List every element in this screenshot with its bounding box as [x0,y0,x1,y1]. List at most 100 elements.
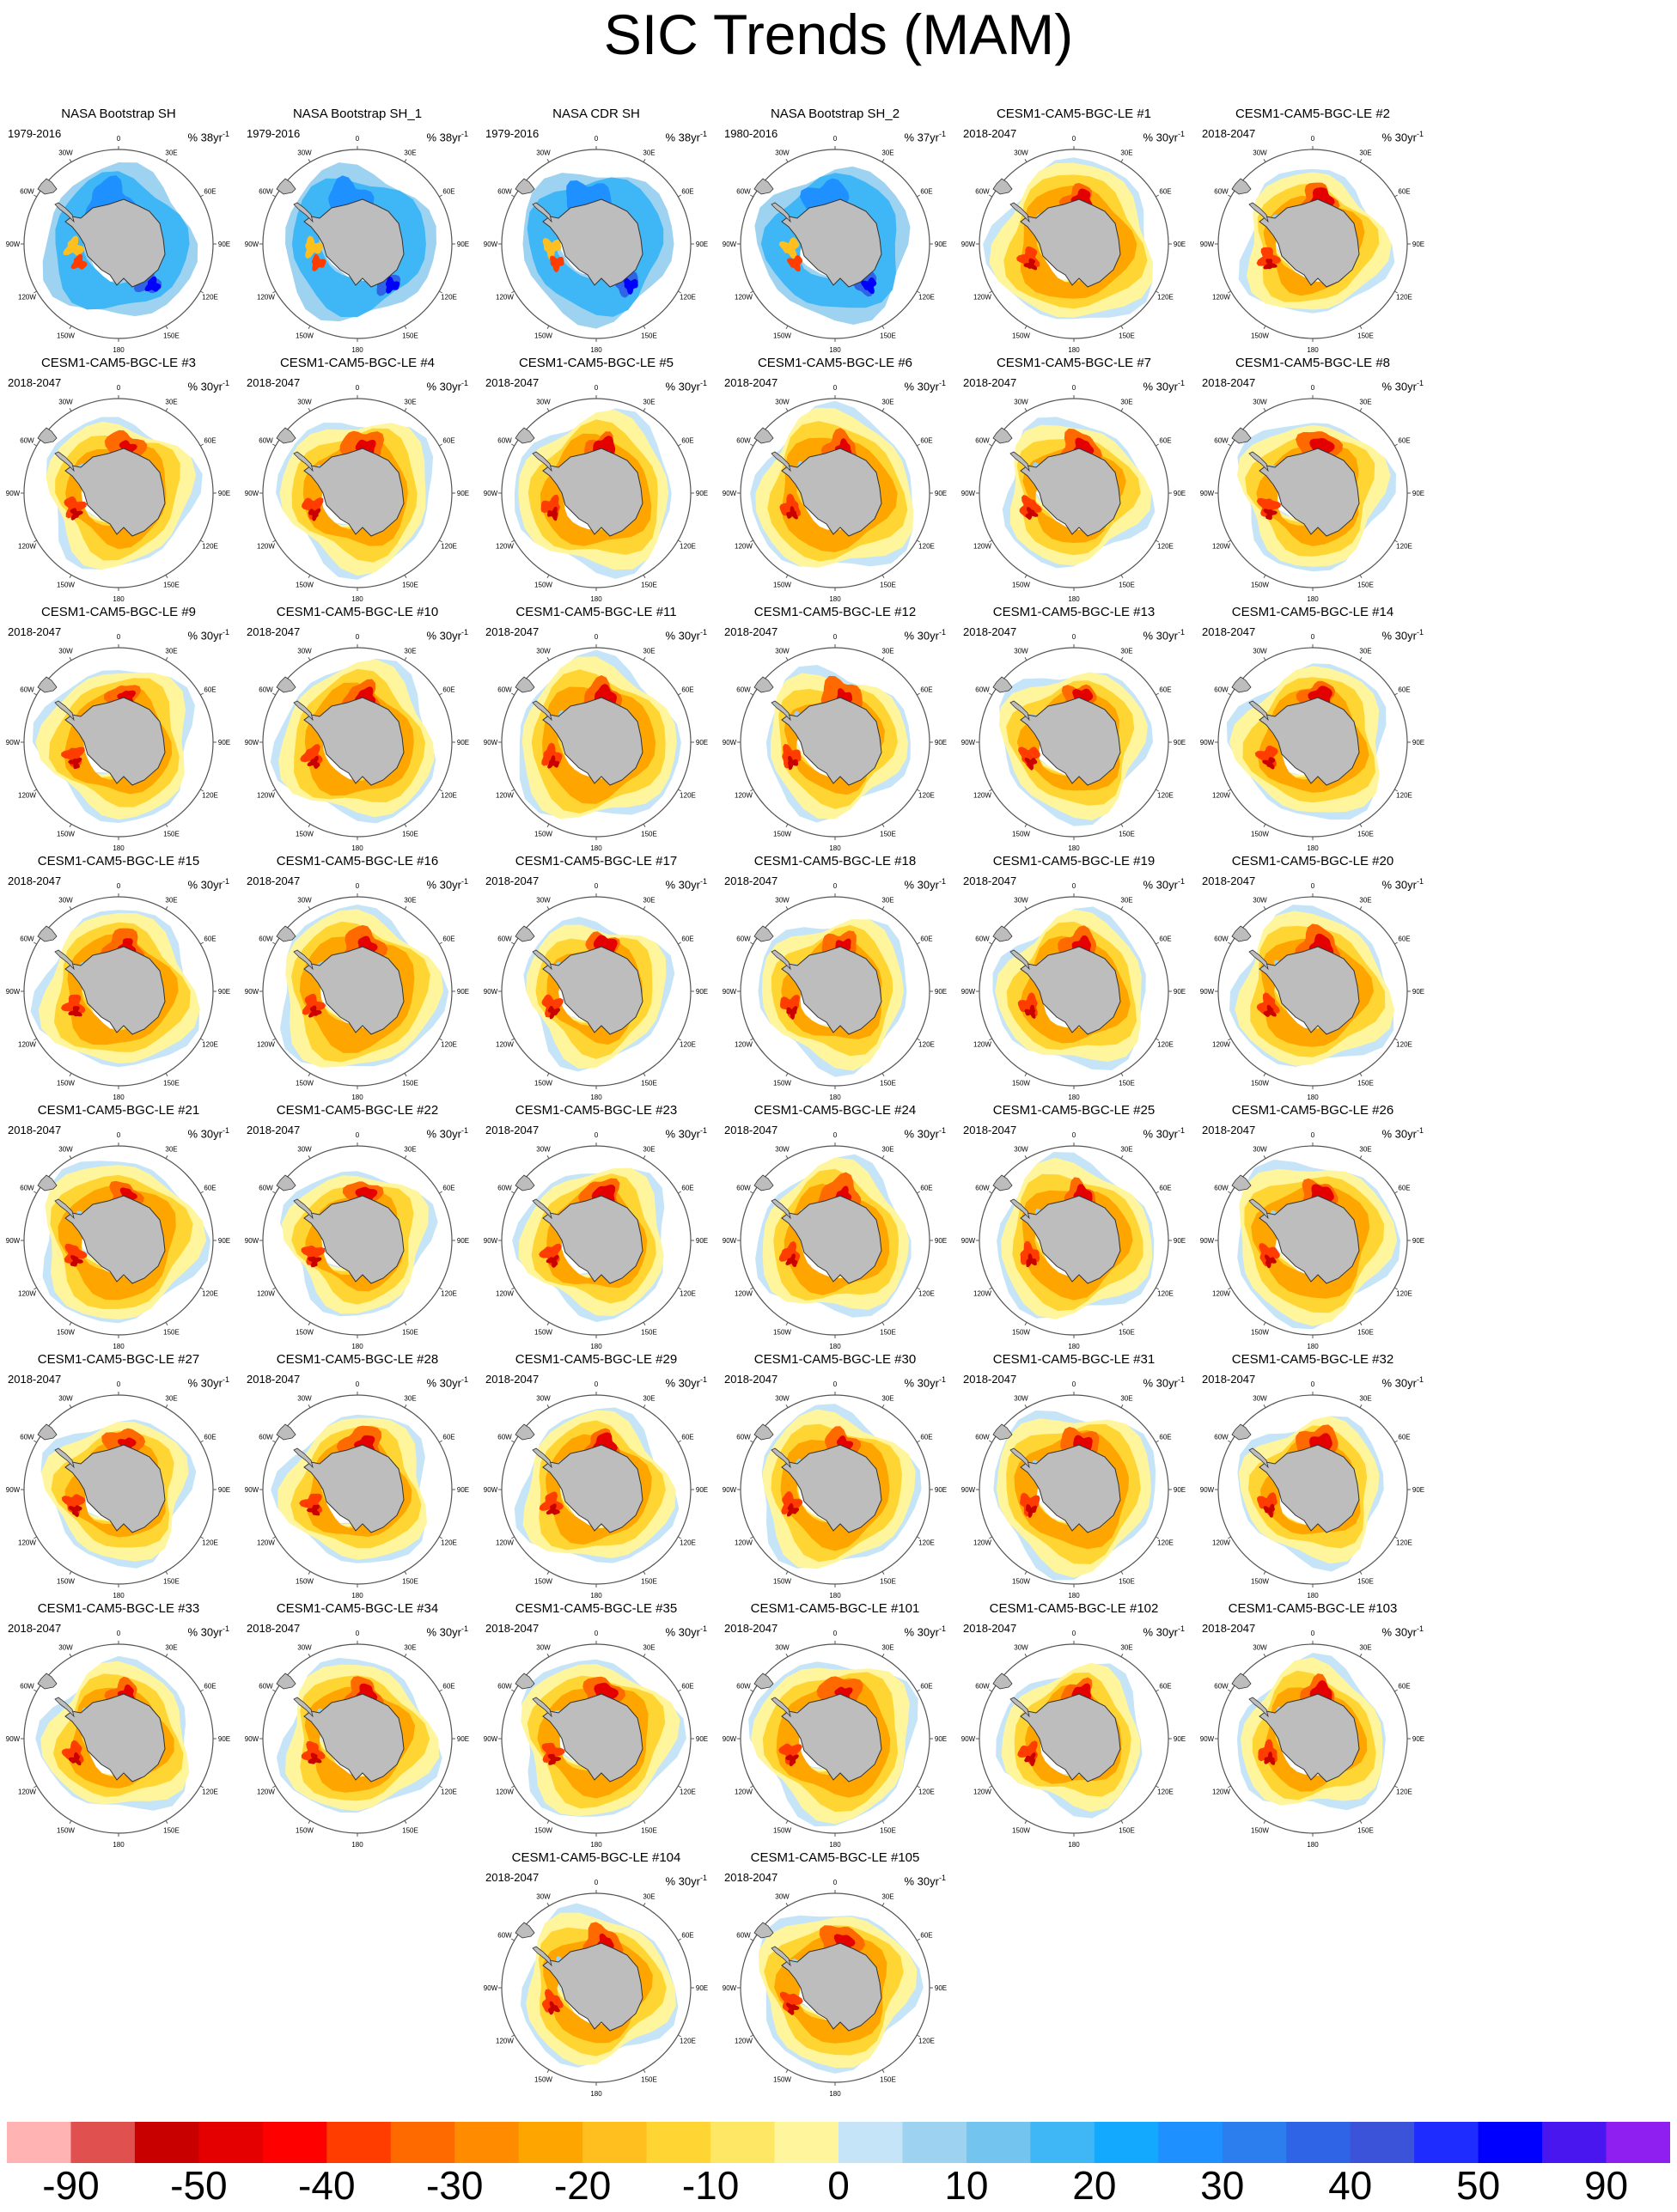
lon-label: 60E [1398,686,1410,694]
lon-label: 180 [1307,1343,1319,1350]
lon-label: 120W [257,1290,275,1298]
lon-label: 0 [1072,882,1076,890]
lon-label: 60W [259,437,273,445]
lon-label: 30E [1359,398,1371,405]
lon-label: 180 [113,1094,125,1101]
lon-label: 60E [204,1683,216,1691]
panel-units: % 38yr-1 [665,130,707,144]
lon-label: 60W [497,1683,512,1691]
colorbar-tick-label: 90 [1583,2163,1629,2208]
antarctica-landmass [542,1942,643,2032]
lon-label: 30W [1014,1394,1028,1402]
lon-label: 60E [920,1434,932,1441]
lon-label: 180 [351,844,363,852]
panel-units: % 30yr-1 [1143,1126,1185,1141]
lon-label: 150W [534,1827,552,1835]
lon-tick [917,941,920,945]
antarctica-landmass [1020,1444,1121,1533]
lon-tick [750,290,753,294]
lon-tick [917,789,920,792]
lon-tick [511,194,515,198]
map-panel: CESM1-CAM5-BGC-LE #13 2018-2047 % 30yr-1 0 3… [954,605,1193,854]
lon-label: 0 [1311,1131,1315,1139]
lon-tick [165,159,168,162]
panel-units: % 30yr-1 [187,1126,229,1141]
map-panel: NASA Bootstrap SH_1 1979-2016 % 38yr-1 0 30E… [238,107,477,356]
polar-map: 0 30E 60E 90E 120E 150E 180 150W 120W 90W 60W 30W [484,1630,708,1849]
lon-label: 90E [696,988,708,996]
lon-tick [1359,1405,1363,1408]
south-america-tip [1231,178,1252,195]
lon-tick [1263,657,1266,661]
polar-map: 0 30E 60E 90E 120E 150E 180 150W 120W 90W 60W 30W [1200,1131,1424,1350]
lon-label: 30W [536,647,551,655]
lon-tick [511,1287,515,1290]
lon-label: 0 [117,135,121,143]
lon-label: 60W [259,686,273,694]
panel-period: 2018-2047 [485,625,540,638]
lon-label: 150E [402,1329,418,1337]
map-panel: CESM1-CAM5-BGC-LE #22 2018-2047 % 30yr-1 0 3… [238,1103,477,1352]
lon-tick [785,1820,789,1824]
trend-region [1256,992,1280,1015]
lon-label: 120E [1157,543,1174,551]
lon-tick [643,657,646,661]
colorbar-swatch [1222,2122,1287,2163]
lon-tick [1156,789,1159,792]
lon-label: 120E [1396,294,1412,302]
south-america-tip [753,925,774,942]
lon-tick [1024,408,1028,411]
lon-label: 90E [1174,1486,1186,1494]
lon-label: 90W [961,1486,976,1494]
lon-label: 0 [833,1879,838,1886]
lon-label: 60W [497,1434,512,1441]
lon-label: 60W [497,437,512,445]
trend-region [782,744,802,769]
lon-label: 150W [534,2076,552,2084]
lon-tick [69,159,72,162]
trend-region [541,742,563,766]
south-america-tip [1231,676,1252,693]
panel-units: % 38yr-1 [426,130,468,144]
lon-tick [785,1155,789,1159]
lon-label: 30W [297,1643,312,1651]
lon-label: 90W [723,1237,737,1245]
lon-label: 120E [202,543,218,551]
lon-label: 120E [918,294,935,302]
lon-tick [272,1287,276,1290]
south-america-tip [753,427,774,444]
lon-label: 150E [1119,1827,1135,1835]
antarctic-peninsula [1009,1447,1030,1469]
lon-label: 120E [1396,1788,1412,1796]
lon-tick [750,539,753,543]
polar-map: 0 30E 60E 90E 120E 150E 180 150W 120W 90W 60W 30W [484,633,708,852]
trend-region [1020,1492,1040,1517]
lon-label: 30E [881,647,893,655]
trend-region [1026,1503,1038,1518]
lon-tick [989,443,992,447]
lon-label: 90W [6,1237,21,1245]
polar-map: 0 30E 60E 90E 120E 150E 180 150W 120W 90W 60W 30W [6,633,230,852]
lon-tick [917,1287,920,1290]
lon-tick [200,1440,204,1443]
trend-region [1024,1752,1036,1767]
lon-tick [404,1820,407,1824]
south-america-tip [276,676,296,693]
lon-label: 30W [775,1394,790,1402]
trend-region [787,755,799,771]
lon-label: 30E [404,1394,416,1402]
polar-map: 0 30E 60E 90E 120E 150E 180 150W 120W 90W 60W 30W [6,135,230,354]
south-america-tip [992,925,1013,942]
lon-label: 120W [496,1539,514,1547]
lon-tick [1394,1785,1398,1788]
panel-units: % 30yr-1 [904,1624,946,1639]
lon-label: 60W [259,935,273,943]
antarctica-landmass [64,1444,166,1533]
lon-label: 120W [735,1539,753,1547]
lon-label: 90W [245,739,259,746]
lon-tick [643,326,646,329]
lon-tick [439,1689,442,1692]
panel-title: CESM1-CAM5-BGC-LE #1 [996,107,1152,121]
lon-label: 90W [723,490,737,497]
panel-title: CESM1-CAM5-BGC-LE #14 [1231,605,1394,619]
